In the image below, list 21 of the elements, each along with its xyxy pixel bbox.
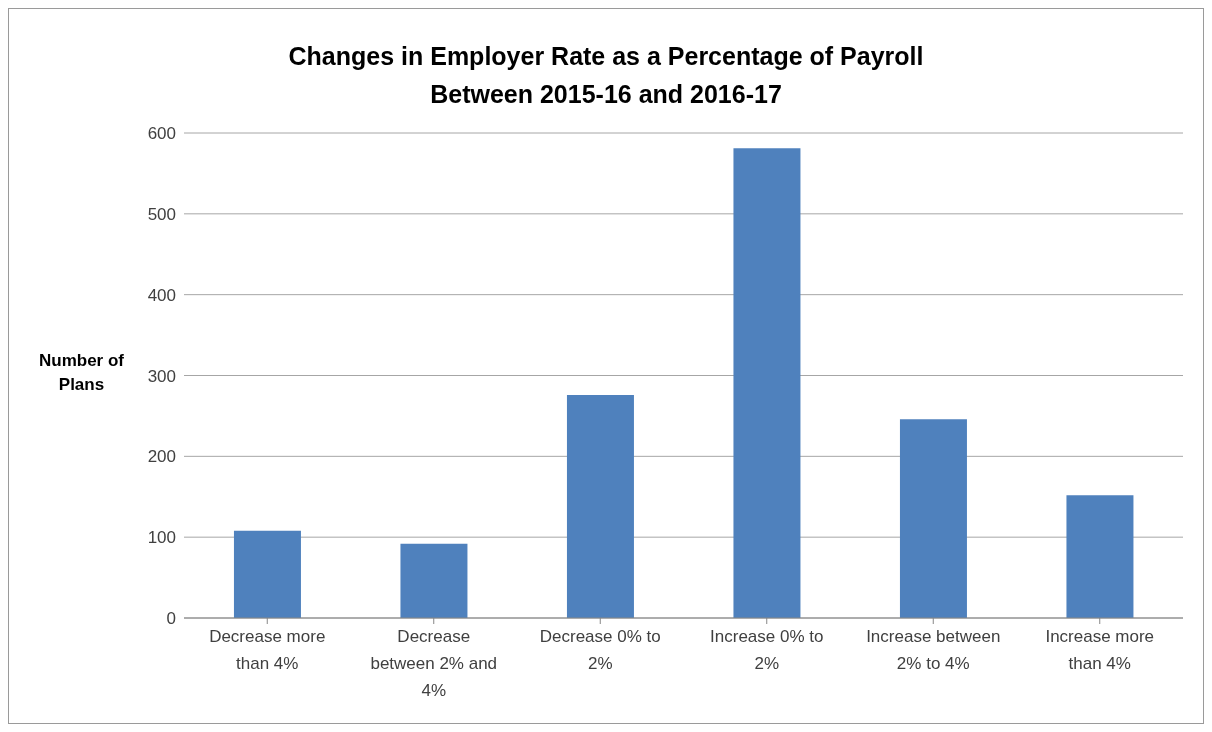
x-tick-label: Increase between 2% to 4% [866, 627, 1001, 673]
y-tick-label: 400 [147, 285, 176, 305]
x-tick-label: Increase more than 4% [1045, 627, 1155, 673]
y-axis-title: Number of Plans [39, 350, 124, 396]
y-tick-label: 300 [147, 366, 176, 386]
chart-title: Changes in Employer Rate as a Percentage of Payroll Between 2015-16 and 2016-17 [287, 41, 925, 110]
bar [899, 419, 967, 618]
x-tick-label: Decrease between 2% and 4% [370, 627, 498, 700]
bar [400, 543, 468, 618]
y-tick-label: 200 [147, 447, 176, 467]
y-tick-label: 0 [166, 609, 176, 629]
bar [1066, 495, 1134, 618]
y-tick-label: 600 [147, 124, 176, 144]
x-tick-label: Increase 0% to 2% [710, 627, 824, 673]
bar [733, 148, 801, 618]
x-tick-label: Decrease 0% to 2% [539, 627, 661, 673]
bar [566, 394, 634, 618]
x-tick-label: Decrease more than 4% [209, 627, 326, 673]
y-tick-label: 500 [147, 204, 176, 224]
bar [233, 530, 301, 618]
y-tick-label: 100 [147, 528, 176, 548]
